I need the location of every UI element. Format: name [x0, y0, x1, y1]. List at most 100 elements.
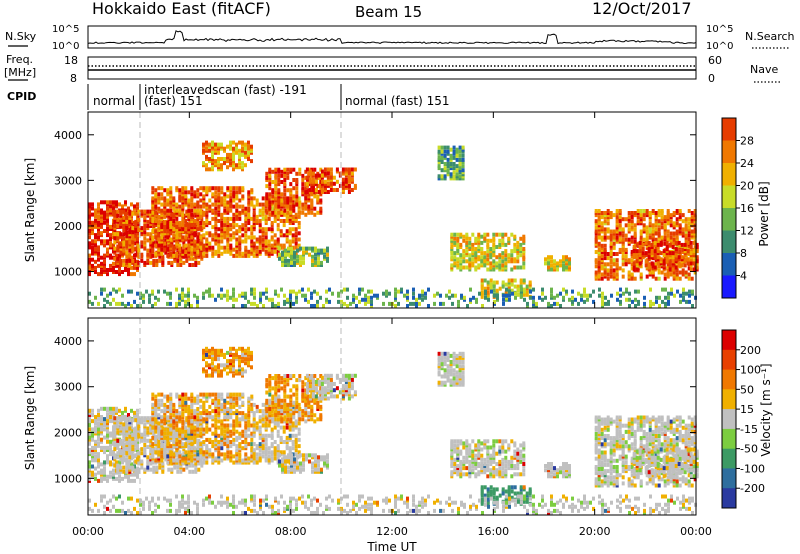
power-cell: [603, 270, 607, 275]
power-cell: [388, 301, 391, 306]
velocity-cell: [169, 402, 173, 407]
power-cell: [347, 183, 351, 188]
power-cell: [252, 249, 256, 254]
power-cell: [226, 223, 230, 228]
velocity-cell: [133, 410, 136, 415]
power-cell: [112, 261, 115, 266]
power-cell: [196, 200, 200, 205]
power-cell: [226, 159, 229, 164]
power-cell: [317, 252, 320, 257]
power-cell: [229, 157, 232, 161]
power-cell: [94, 243, 97, 248]
power-cell: [458, 157, 462, 162]
power-cell: [603, 221, 607, 226]
power-cell: [424, 295, 427, 300]
power-cell: [217, 243, 221, 248]
power-cell: [483, 261, 487, 266]
power-cell: [600, 237, 604, 242]
velocity-cell: [122, 434, 126, 439]
power-cell: [687, 245, 691, 250]
power-cell: [124, 200, 127, 205]
power-cell: [247, 200, 251, 205]
power-cell: [106, 299, 109, 304]
velocity-cell: [97, 437, 100, 442]
power-cell: [513, 249, 517, 254]
power-cell: [103, 255, 106, 260]
power-cell: [660, 209, 664, 213]
power-cell: [317, 248, 320, 253]
power-cell: [314, 179, 318, 184]
power-cell: [125, 258, 129, 263]
power-cell: [672, 276, 676, 281]
power-cell: [273, 249, 277, 254]
power-cell: [190, 251, 194, 256]
power-cell: [131, 240, 135, 245]
power-cell: [271, 180, 275, 184]
power-cell: [682, 287, 685, 292]
power-cell: [519, 284, 523, 289]
power-cell: [316, 198, 320, 203]
power-cell: [223, 245, 227, 250]
power-cell: [193, 194, 197, 199]
power-cell: [450, 249, 454, 254]
power-cell: [137, 217, 141, 222]
power-cell: [247, 194, 251, 199]
power-cell: [367, 295, 370, 300]
power-cell: [443, 153, 447, 158]
power-cell: [160, 208, 164, 213]
power-cell: [238, 210, 242, 215]
power-cell: [116, 236, 120, 241]
power-cell: [229, 198, 233, 203]
power-cell: [199, 208, 203, 213]
velocity-cell: [175, 458, 179, 463]
power-cell: [465, 265, 469, 270]
power-cell: [358, 287, 361, 292]
velocity-cell: [170, 420, 174, 425]
velocity-cell: [163, 448, 167, 453]
velocity-cell: [160, 398, 164, 403]
velocity-cell: [200, 463, 204, 468]
power-cell: [238, 186, 242, 191]
velocity-cell: [137, 416, 141, 421]
power-cell: [644, 253, 648, 258]
power-cell: [305, 167, 309, 172]
velocity-cell: [134, 440, 138, 445]
power-cell: [496, 293, 499, 298]
power-cell: [181, 204, 185, 209]
power-cell: [440, 145, 444, 150]
power-cell: [633, 231, 637, 236]
velocity-cell: [169, 423, 173, 428]
power-cell: [252, 219, 256, 223]
power-cell: [559, 291, 562, 296]
velocity-cell: [125, 447, 129, 452]
power-cell: [338, 183, 342, 188]
power-cell: [603, 211, 607, 215]
power-cell: [187, 202, 191, 207]
power-cell: [343, 301, 346, 306]
power-cell: [220, 214, 224, 219]
power-cell: [178, 293, 181, 298]
power-cell: [307, 198, 311, 203]
velocity-cell: [137, 457, 141, 462]
power-cell: [421, 289, 424, 294]
power-cell: [202, 210, 206, 215]
power-cell: [505, 287, 508, 292]
power-cell: [483, 251, 487, 256]
power-cell: [286, 297, 289, 302]
power-cell: [271, 188, 275, 193]
velocity-cell: [143, 430, 147, 435]
velocity-cell: [100, 423, 103, 428]
power-cell: [235, 144, 238, 149]
power-cell: [281, 263, 284, 267]
power-cell: [630, 211, 634, 215]
velocity-cell: [131, 447, 135, 452]
power-cell: [176, 263, 180, 267]
power-cell: [268, 173, 272, 178]
velocity-cell: [152, 467, 156, 472]
power-cell: [250, 196, 254, 201]
power-cell: [299, 246, 302, 251]
power-cell: [469, 299, 472, 304]
power-cell: [299, 260, 302, 265]
power-cell: [394, 304, 397, 308]
velocity-cell: [94, 427, 97, 432]
